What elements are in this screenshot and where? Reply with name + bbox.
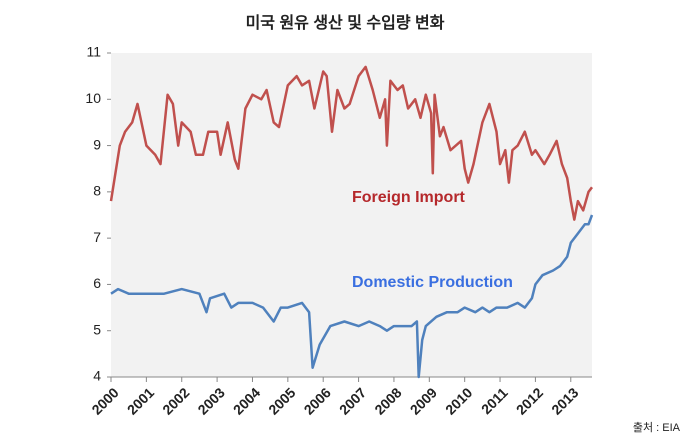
x-tick-label: 2011 bbox=[478, 384, 511, 417]
y-tick-label: 9 bbox=[93, 136, 101, 152]
y-tick-label: 5 bbox=[93, 321, 101, 337]
x-tick-label: 2002 bbox=[159, 384, 192, 417]
chart-title: 미국 원유 생산 및 수입량 변화 bbox=[246, 13, 445, 32]
source: 출처 : EIA bbox=[633, 421, 681, 434]
x-tick-label: 2001 bbox=[124, 384, 157, 417]
y-tick-label: 10 bbox=[85, 90, 101, 106]
x-tick-label: 2005 bbox=[265, 384, 298, 417]
x-tick-label: 2004 bbox=[230, 384, 263, 417]
x-tick-label: 2010 bbox=[442, 384, 475, 417]
x-tick-label: 2006 bbox=[301, 384, 334, 417]
x-tick-label: 2013 bbox=[548, 384, 581, 417]
x-tick-label: 2000 bbox=[88, 384, 121, 417]
x-tick-label: 2003 bbox=[194, 384, 227, 417]
series-annotation: Foreign Import bbox=[352, 189, 466, 206]
y-tick-label: 11 bbox=[86, 44, 101, 60]
series-annotation: Domestic Production bbox=[352, 274, 513, 291]
x-tick-label: 2012 bbox=[513, 384, 546, 417]
y-tick-label: 7 bbox=[93, 229, 101, 245]
x-tick-label: 2007 bbox=[336, 384, 369, 417]
y-tick-label: 4 bbox=[93, 368, 101, 384]
y-tick-label: 6 bbox=[93, 275, 101, 291]
y-tick-label: 8 bbox=[93, 183, 101, 199]
series-line bbox=[109, 65, 594, 221]
x-tick-label: 2009 bbox=[407, 384, 440, 417]
x-tick-label: 2008 bbox=[371, 384, 404, 417]
series-line bbox=[110, 214, 594, 379]
